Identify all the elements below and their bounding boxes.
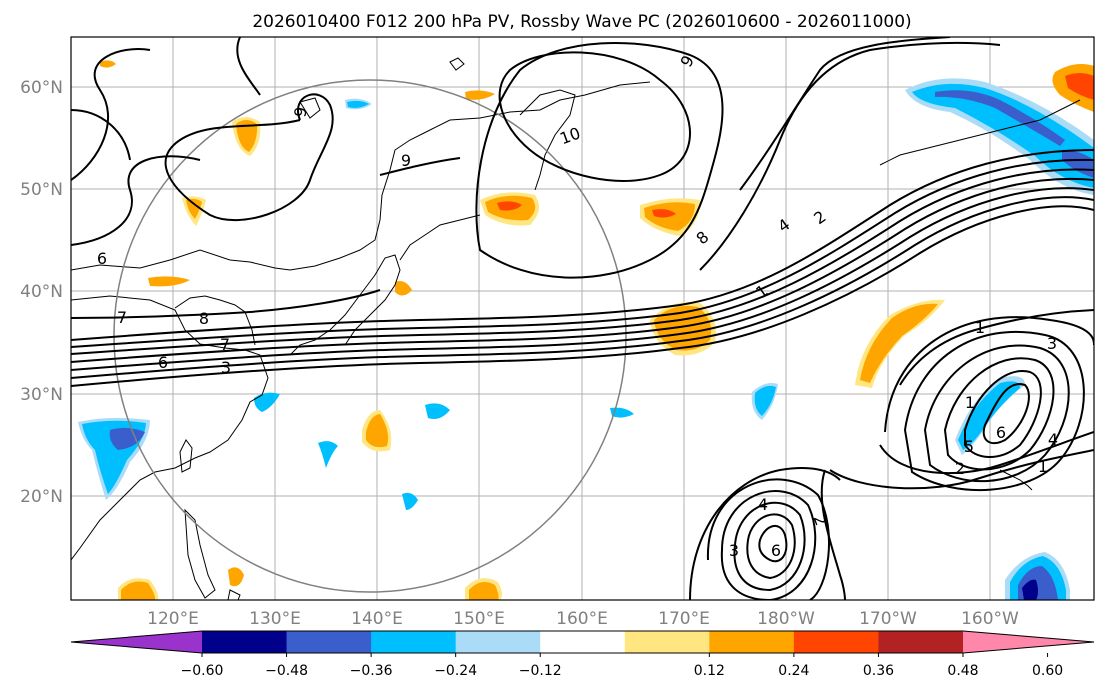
colorbar: −0.60 −0.48 −0.36 −0.24 −0.12 0.12 0.24 0.36 0.4… [70,630,1095,679]
colorbar-tick-label: 0.60 [1032,663,1063,679]
contour-label: 8 [199,309,209,328]
colorbar-segment [624,631,710,653]
colorbar-tick-label: −0.12 [519,663,562,679]
colorbar-segment [709,631,795,653]
colorbar-extend-min [71,631,202,653]
colorbar-tick-label: −0.48 [265,663,308,679]
lon-label: 140°E [351,609,403,629]
lat-label: 60°N [20,78,63,98]
longitude-labels: 120°E 130°E 140°E 150°E 160°E 170°E 180°… [147,609,1019,629]
lon-label: 180°W [757,609,815,629]
lon-label: 130°E [249,609,301,629]
contour-label: 9 [290,105,310,118]
latitude-labels: 20°N 30°N 40°N 50°N 60°N [20,78,63,507]
rossby-wave-contours [71,37,1094,600]
contour-label: 6 [771,541,781,560]
lon-label: 160°E [556,609,608,629]
colorbar-segment [793,631,879,653]
colorbar-tick-label: −0.24 [434,663,477,679]
colorbar-segment [878,631,964,653]
lat-label: 50°N [20,180,63,200]
contour-label: 7 [117,308,127,327]
contour-label: 7 [220,335,230,354]
contour-label: 9 [401,151,411,170]
colorbar-segment [202,631,288,653]
contour-label: 2 [955,459,965,478]
contour-label: 4 [758,495,768,514]
colorbar-tick-label: 0.12 [694,663,725,679]
contour-label: 6 [158,353,168,372]
colorbar-segment [455,631,541,653]
lon-label: 120°E [147,609,199,629]
colorbar-tick-label: 0.48 [947,663,978,679]
contour-label: 3 [221,358,231,377]
lon-label: 160°W [961,609,1019,629]
contour-label: 6 [97,249,107,268]
contour-label: 1 [965,393,975,412]
lon-label: 170°W [859,609,917,629]
colorbar-segment [540,631,626,653]
lat-label: 20°N [20,487,63,507]
contour-label: 4 [1048,430,1058,449]
lat-label: 40°N [20,282,63,302]
map-title: 2026010400 F012 200 hPa PV, Rossby Wave … [252,12,911,32]
contour-label: 6 [996,423,1006,442]
colorbar-tick-label: −0.60 [181,663,224,679]
contour-label: 1 [975,318,985,337]
colorbar-segment [371,631,457,653]
lon-label: 170°E [658,609,710,629]
contour-label: 5 [964,437,974,456]
colorbar-extend-max [963,631,1094,653]
contour-label: 1 [1038,457,1048,476]
map-frame [70,36,1095,601]
colorbar-tick-label: −0.36 [350,663,393,679]
coastlines [71,57,1081,600]
lat-label: 30°N [20,385,63,405]
colorbar-segment [286,631,372,653]
contour-label: 3 [729,541,739,560]
colorbar-tick-label: 0.24 [778,663,809,679]
lon-label: 150°E [453,609,505,629]
contour-label: 3 [1047,334,1057,353]
colorbar-tick-label: 0.36 [863,663,894,679]
